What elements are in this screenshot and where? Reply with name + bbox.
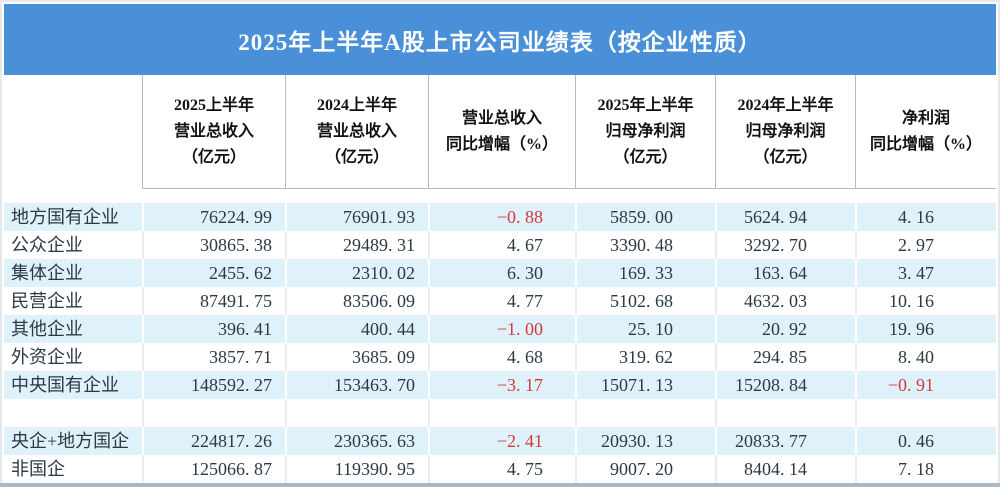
table-cell: 4. 67 — [428, 231, 575, 259]
table-row: 民营企业 87491. 75 83506. 09 4. 77 5102. 68 … — [4, 287, 996, 315]
table-cell: 148592. 27 — [142, 371, 285, 399]
table-cell: 2310. 02 — [285, 259, 428, 287]
table-cell: 15071. 13 — [575, 371, 715, 399]
table-header-row: 2025上半年 营业总收入 （亿元） 2024上半年 营业总收入 （亿元） 营业… — [4, 75, 996, 189]
bottom-edge-strip — [0, 483, 1000, 487]
table-cell: 87491. 75 — [142, 287, 285, 315]
row-label: 央企+地方国企 — [4, 427, 142, 455]
table-row: 地方国有企业 76224. 99 76901. 93 −0. 88 5859. … — [4, 203, 996, 231]
table-cell — [575, 399, 715, 427]
row-label: 民营企业 — [11, 291, 83, 311]
table-cell: 3390. 48 — [575, 231, 715, 259]
table-cell: 3292. 70 — [715, 231, 855, 259]
column-header-2024-revenue: 2024上半年 营业总收入 （亿元） — [285, 75, 428, 189]
table-cell: 125066. 87 — [142, 455, 285, 483]
table-cell: −1. 00 — [428, 315, 575, 343]
table-title: 2025年上半年A股上市公司业绩表（按企业性质） — [238, 29, 762, 55]
row-label: 公众企业 — [11, 235, 83, 255]
table-cell: 230365. 63 — [285, 427, 428, 455]
table-cell: 169. 33 — [575, 259, 715, 287]
row-label: 地方国有企业 — [4, 203, 142, 231]
column-header-revenue-growth: 营业总收入 同比增幅（%） — [428, 75, 575, 189]
table-cell: 5102. 68 — [575, 287, 715, 315]
table-cell: 4. 16 — [855, 203, 996, 231]
table-body: 地方国有企业 76224. 99 76901. 93 −0. 88 5859. … — [4, 203, 996, 483]
title-bar: 2025年上半年A股上市公司业绩表（按企业性质） — [4, 4, 996, 75]
table-cell: 10. 16 — [855, 287, 996, 315]
table-cell: −0. 91 — [855, 371, 996, 399]
row-label: 中央国有企业 — [4, 371, 142, 399]
table-row: 中央国有企业 148592. 27 153463. 70 −3. 17 1507… — [4, 371, 996, 399]
table-cell: 4632. 03 — [715, 287, 855, 315]
table-cell: 7. 18 — [855, 455, 996, 483]
table-cell: 396. 41 — [142, 315, 285, 343]
table-cell: 29489. 31 — [285, 231, 428, 259]
table-row-empty — [4, 399, 996, 427]
table-cell: 15208. 84 — [715, 371, 855, 399]
table-cell — [428, 399, 575, 427]
table-row: 集体企业 2455. 62 2310. 02 6. 30 169. 33 163… — [4, 259, 996, 287]
column-header-netprofit-growth: 净利润 同比增幅（%） — [855, 75, 996, 189]
table-row: 非国企 125066. 87 119390. 95 4. 75 9007. 20… — [4, 455, 996, 483]
table-row: 外资企业 3857. 71 3685. 09 4. 68 319. 62 294… — [4, 343, 996, 371]
row-label — [4, 399, 142, 427]
table-cell: 319. 62 — [575, 343, 715, 371]
table-cell: 2455. 62 — [142, 259, 285, 287]
table-cell: 5624. 94 — [715, 203, 855, 231]
table-cell: 19. 96 — [855, 315, 996, 343]
table-cell: 76224. 99 — [142, 203, 285, 231]
table-cell: 76901. 93 — [285, 203, 428, 231]
row-label: 外资企业 — [11, 347, 83, 367]
table-cell — [285, 399, 428, 427]
table-cell: 20833. 77 — [715, 427, 855, 455]
table-cell: 163. 64 — [715, 259, 855, 287]
table-cell: 119390. 95 — [285, 455, 428, 483]
table-cell: 400. 44 — [285, 315, 428, 343]
table-cell — [715, 399, 855, 427]
table-row: 央企+地方国企 224817. 26 230365. 63 −2. 41 209… — [4, 427, 996, 455]
column-header-2025-revenue: 2025上半年 营业总收入 （亿元） — [142, 75, 285, 189]
table-cell: 30865. 38 — [142, 231, 285, 259]
table-cell: 83506. 09 — [285, 287, 428, 315]
table-cell: 3. 47 — [855, 259, 996, 287]
table-cell: −3. 17 — [428, 371, 575, 399]
table-cell: 20930. 13 — [575, 427, 715, 455]
table-cell: 224817. 26 — [142, 427, 285, 455]
table-cell — [855, 399, 996, 427]
column-header-rowlabels — [4, 75, 142, 189]
table-cell: 3685. 09 — [285, 343, 428, 371]
table-cell: 4. 68 — [428, 343, 575, 371]
table-cell: −2. 41 — [428, 427, 575, 455]
table-cell: 20. 92 — [715, 315, 855, 343]
table-cell: 8404. 14 — [715, 455, 855, 483]
table-cell: 0. 46 — [855, 427, 996, 455]
column-header-2025-netprofit: 2025年上半年 归母净利润 （亿元） — [575, 75, 715, 189]
row-label: 集体企业 — [4, 259, 142, 287]
table-cell: 2. 97 — [855, 231, 996, 259]
table-cell: 294. 85 — [715, 343, 855, 371]
table-row: 其他企业 396. 41 400. 44 −1. 00 25. 10 20. 9… — [4, 315, 996, 343]
table-cell: 5859. 00 — [575, 203, 715, 231]
row-label: 非国企 — [11, 459, 65, 479]
table-cell: 25. 10 — [575, 315, 715, 343]
table-cell: −0. 88 — [428, 203, 575, 231]
row-label: 其他企业 — [4, 315, 142, 343]
table-cell: 8. 40 — [855, 343, 996, 371]
table-cell: 4. 75 — [428, 455, 575, 483]
table-cell: 9007. 20 — [575, 455, 715, 483]
table-cell: 153463. 70 — [285, 371, 428, 399]
table-cell: 4. 77 — [428, 287, 575, 315]
table-cell — [142, 399, 285, 427]
table-row: 公众企业 30865. 38 29489. 31 4. 67 3390. 48 … — [4, 231, 996, 259]
table-cell: 6. 30 — [428, 259, 575, 287]
table-cell: 3857. 71 — [142, 343, 285, 371]
column-header-2024-netprofit: 2024年上半年 归母净利润 （亿元） — [715, 75, 855, 189]
